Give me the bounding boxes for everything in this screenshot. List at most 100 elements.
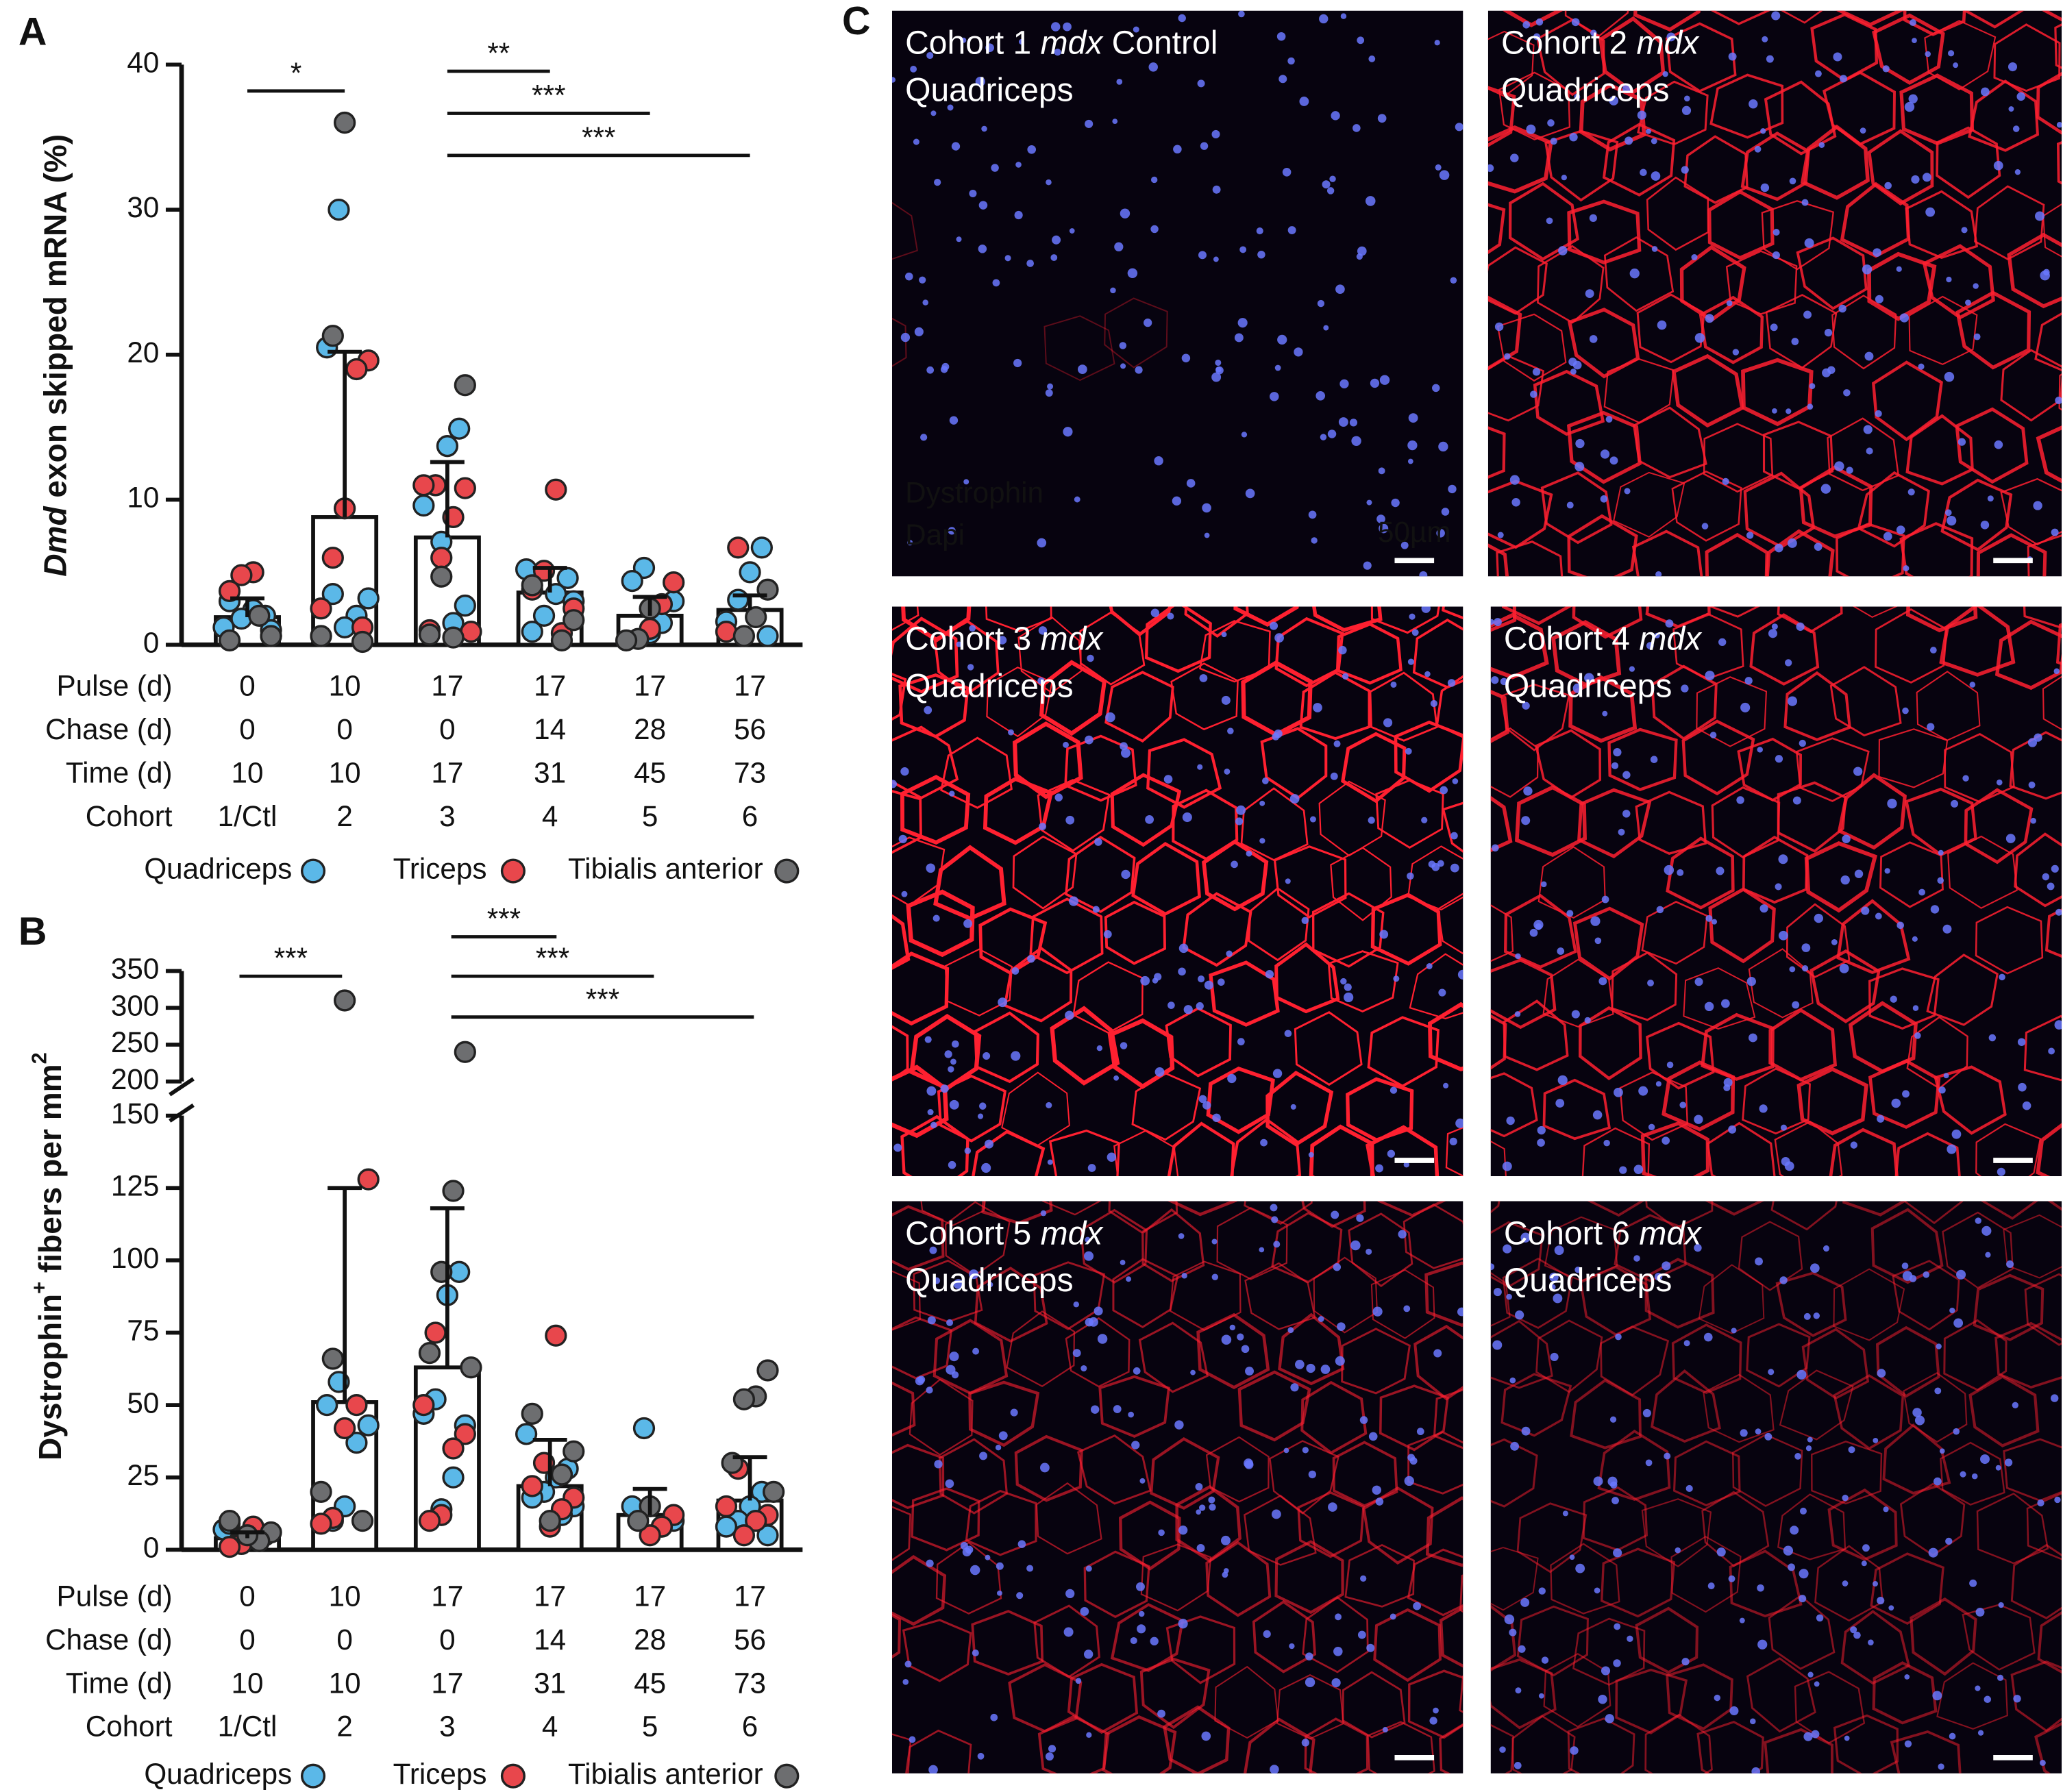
nucleus bbox=[1569, 133, 1578, 142]
fiber-outline bbox=[1644, 1713, 1713, 1774]
nucleus bbox=[1897, 921, 1905, 930]
data-point bbox=[615, 629, 638, 652]
data-point bbox=[521, 1402, 543, 1425]
fiber-outline bbox=[1768, 1594, 1836, 1670]
nucleus bbox=[1209, 1504, 1216, 1511]
nucleus bbox=[1448, 484, 1457, 494]
nucleus bbox=[1167, 612, 1174, 620]
row-value: 0 bbox=[439, 1623, 456, 1656]
nucleus bbox=[1363, 561, 1372, 570]
nucleus bbox=[1172, 496, 1182, 506]
nucleus bbox=[1675, 1547, 1681, 1554]
fiber-outline bbox=[2036, 425, 2062, 484]
nucleus bbox=[1011, 967, 1020, 975]
fiber-outline bbox=[1112, 1258, 1179, 1329]
fiber-outline bbox=[1487, 355, 1545, 422]
nucleus bbox=[1013, 358, 1022, 368]
fiber-outline bbox=[1341, 1328, 1411, 1395]
nucleus bbox=[926, 1386, 933, 1394]
fiber-outline bbox=[1905, 414, 1974, 486]
nucleus bbox=[1759, 1104, 1768, 1113]
nucleus bbox=[1318, 1316, 1324, 1322]
fiber-outline bbox=[1146, 738, 1222, 809]
data-point bbox=[727, 536, 750, 559]
nucleus bbox=[1875, 295, 1883, 303]
nucleus bbox=[1277, 334, 1287, 345]
nucleus bbox=[1366, 499, 1372, 506]
fiber-outline bbox=[1796, 236, 1868, 310]
significance-label: *** bbox=[536, 942, 569, 974]
nucleus bbox=[929, 1246, 937, 1254]
nucleus bbox=[1943, 1073, 1949, 1079]
nucleus bbox=[917, 1376, 926, 1384]
nucleus bbox=[1624, 488, 1631, 495]
nucleus bbox=[1842, 1495, 1849, 1502]
nucleus bbox=[2039, 1760, 2046, 1766]
fiber-outline bbox=[1731, 1433, 1803, 1507]
fiber-outline bbox=[1698, 1264, 1765, 1334]
nucleus bbox=[1308, 510, 1317, 519]
row-label: Cohort bbox=[86, 1710, 173, 1743]
fiber-outline bbox=[1487, 86, 1516, 147]
data-point bbox=[556, 567, 579, 589]
fiber-outline bbox=[1233, 606, 1299, 627]
nucleus bbox=[933, 1277, 941, 1284]
fiber-outline bbox=[1903, 1372, 1968, 1443]
nucleus bbox=[987, 1282, 993, 1288]
data-point bbox=[218, 1510, 241, 1532]
fiber-outline bbox=[1065, 1317, 1131, 1388]
nucleus bbox=[1443, 1082, 1449, 1088]
fiber-outline bbox=[1508, 182, 1579, 261]
nucleus bbox=[1429, 1717, 1437, 1725]
nucleus bbox=[1290, 1104, 1296, 1110]
nucleus bbox=[1789, 177, 1796, 185]
nucleus bbox=[1705, 314, 1714, 323]
nucleus bbox=[969, 189, 977, 197]
nucleus bbox=[1289, 794, 1300, 804]
nucleus bbox=[906, 540, 913, 546]
nucleus bbox=[1368, 55, 1376, 62]
nucleus bbox=[998, 636, 1007, 645]
nucleus bbox=[1284, 1030, 1292, 1038]
fiber-outline bbox=[2034, 312, 2062, 371]
fiber-outline bbox=[1706, 1121, 1776, 1177]
nucleus bbox=[1455, 123, 1463, 132]
nucleus bbox=[1535, 18, 1544, 26]
nucleus bbox=[1902, 707, 1909, 714]
nucleus bbox=[1532, 368, 1541, 376]
nucleus bbox=[1008, 729, 1014, 736]
fiber-outline bbox=[1738, 1221, 1803, 1291]
nucleus bbox=[1598, 1695, 1607, 1704]
nucleus bbox=[1796, 622, 1805, 631]
fiber-outline bbox=[981, 1201, 1053, 1225]
nucleus bbox=[1359, 1416, 1368, 1424]
fiber-outline bbox=[1665, 22, 1737, 93]
nucleus bbox=[1824, 328, 1833, 337]
nucleus bbox=[1433, 1349, 1442, 1358]
nucleus bbox=[1873, 1581, 1879, 1587]
nucleus bbox=[1818, 142, 1825, 148]
fiber-outline bbox=[1424, 1261, 1463, 1328]
fiber-outline bbox=[1407, 1548, 1463, 1617]
data-point bbox=[357, 1414, 380, 1436]
nucleus bbox=[1514, 1011, 1521, 1017]
nucleus bbox=[1052, 235, 1061, 245]
fiber-outline bbox=[1165, 1007, 1232, 1078]
nucleus bbox=[1074, 496, 1080, 503]
legend-label: Triceps bbox=[393, 1758, 487, 1790]
nucleus bbox=[1677, 869, 1684, 876]
fiber-outline bbox=[1833, 1374, 1905, 1450]
nucleus bbox=[1450, 832, 1458, 840]
nucleus bbox=[1063, 1627, 1074, 1637]
nucleus bbox=[1045, 389, 1053, 397]
data-point bbox=[621, 569, 643, 593]
fiber-outline bbox=[1829, 666, 1902, 737]
nucleus bbox=[2006, 1260, 2014, 1268]
fiber-outline bbox=[1749, 613, 1820, 686]
nucleus bbox=[1574, 462, 1585, 472]
fiber-outline bbox=[1490, 1319, 1553, 1389]
nucleus bbox=[1490, 1263, 1495, 1271]
nucleus bbox=[1833, 52, 1842, 62]
nucleus bbox=[1887, 798, 1897, 809]
